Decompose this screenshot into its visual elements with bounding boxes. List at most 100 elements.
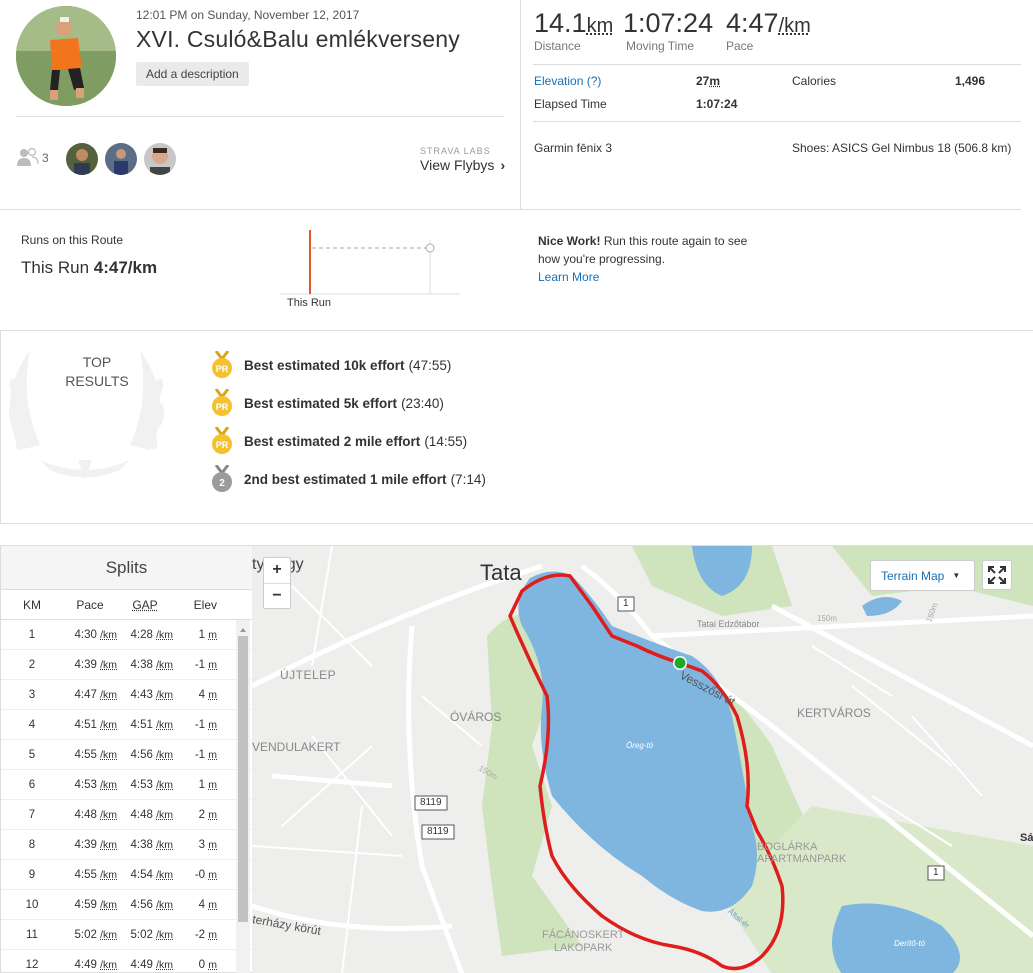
split-km: 7 bbox=[28, 808, 36, 821]
elevation-unit: m bbox=[709, 74, 721, 88]
split-gap: 4:43 /km bbox=[130, 688, 173, 701]
split-row[interactable]: 11 5:02 /km 5:02 /km -2 m bbox=[1, 920, 252, 950]
zoom-out-button[interactable]: − bbox=[272, 587, 282, 604]
elapsed-time-label: Elapsed Time bbox=[534, 97, 607, 111]
split-pace: 4:55 /km bbox=[74, 868, 117, 881]
scroll-thumb[interactable] bbox=[238, 636, 248, 922]
view-flybys-label: View Flybys bbox=[420, 157, 495, 173]
divider bbox=[0, 330, 1033, 331]
laurel-wreath-icon bbox=[0, 330, 175, 495]
split-pace: 4:53 /km bbox=[74, 778, 117, 791]
split-row[interactable]: 5 4:55 /km 4:56 /km -1 m bbox=[1, 740, 252, 770]
view-flybys-link[interactable]: View Flybys › bbox=[420, 157, 505, 173]
split-pace: 4:39 /km bbox=[74, 658, 117, 671]
split-km: 4 bbox=[28, 718, 36, 731]
split-row[interactable]: 4 4:51 /km 4:51 /km -1 m bbox=[1, 710, 252, 740]
split-pace: 4:39 /km bbox=[74, 838, 117, 851]
split-km: 1 bbox=[28, 628, 36, 641]
map-label-tata: Tata bbox=[480, 560, 522, 585]
distance-label: Distance bbox=[534, 39, 581, 53]
split-elev: 1 m bbox=[198, 628, 217, 641]
map-label-boglarka: BOGLÁRKA APARTMANPARK bbox=[757, 841, 846, 865]
split-elev: 4 m bbox=[198, 898, 217, 911]
header-gap[interactable]: GAP bbox=[132, 597, 158, 612]
split-km: 11 bbox=[26, 928, 38, 941]
pr-row[interactable]: PR Best estimated 2 mile effort (14:55) bbox=[210, 427, 467, 455]
split-pace: 4:49 /km bbox=[74, 958, 117, 971]
split-km: 10 bbox=[25, 898, 39, 911]
split-row[interactable]: 9 4:55 /km 4:54 /km -0 m bbox=[1, 860, 252, 890]
split-elev: -1 m bbox=[194, 748, 217, 761]
learn-more-link[interactable]: Learn More bbox=[538, 270, 600, 284]
scroll-up-icon[interactable] bbox=[238, 622, 248, 632]
split-gap: 4:56 /km bbox=[130, 898, 173, 911]
divider bbox=[0, 209, 1021, 210]
split-row[interactable]: 6 4:53 /km 4:53 /km 1 m bbox=[1, 770, 252, 800]
map-label-boglarka-line2: APARTMANPARK bbox=[757, 853, 847, 865]
svg-text:PR: PR bbox=[216, 402, 229, 412]
map-label-oreg-to: Öreg-tó bbox=[626, 741, 654, 750]
split-row[interactable]: 1 4:30 /km 4:28 /km 1 m bbox=[1, 620, 252, 650]
calories-label: Calories bbox=[792, 74, 837, 88]
pr-label: Best estimated 10k effort bbox=[244, 357, 405, 373]
fullscreen-button[interactable] bbox=[982, 560, 1012, 590]
distance-stat: 14.1km Distance bbox=[534, 8, 613, 53]
pr-row[interactable]: PR Best estimated 5k effort (23:40) bbox=[210, 389, 444, 417]
pr-value: (23:40) bbox=[401, 395, 444, 411]
split-row[interactable]: 2 4:39 /km 4:38 /km -1 m bbox=[1, 650, 252, 680]
terrain-map-dropdown[interactable]: Terrain Map ▼ bbox=[870, 560, 975, 591]
split-km: 12 bbox=[25, 958, 39, 971]
group-icon bbox=[16, 147, 40, 173]
device-name: Garmin fēnix 3 bbox=[534, 141, 613, 155]
split-gap: 5:02 /km bbox=[130, 928, 173, 941]
athlete-avatar[interactable] bbox=[16, 6, 116, 106]
pace-stat: 4:47/km Pace bbox=[726, 8, 811, 53]
split-pace: 4:30 /km bbox=[74, 628, 117, 641]
split-elev: 2 m bbox=[198, 808, 217, 821]
road-shield-1: 1 bbox=[623, 598, 629, 609]
nice-work-message: Nice Work! Run this route again to see h… bbox=[538, 232, 768, 286]
shoes-info[interactable]: Shoes: ASICS Gel Nimbus 18 (506.8 km) bbox=[792, 141, 1012, 155]
split-km: 6 bbox=[28, 778, 36, 791]
zoom-in-button[interactable]: + bbox=[264, 558, 290, 584]
this-run-prefix: This Run bbox=[21, 258, 90, 277]
split-row[interactable]: 8 4:39 /km 4:38 /km 3 m bbox=[1, 830, 252, 860]
chart-axis-label: This Run bbox=[287, 297, 332, 309]
split-km: 9 bbox=[28, 868, 36, 881]
split-row[interactable]: 12 4:49 /km 4:49 /km 0 m bbox=[1, 950, 252, 972]
split-elev: 4 m bbox=[198, 688, 217, 701]
split-pace: 4:48 /km bbox=[74, 808, 117, 821]
athlete-avatar[interactable] bbox=[144, 143, 176, 175]
split-km: 2 bbox=[28, 658, 36, 671]
caret-down-icon: ▼ bbox=[952, 571, 961, 580]
splits-header-row: KM Pace GAP Elev bbox=[1, 590, 252, 620]
pr-row[interactable]: 2 2nd best estimated 1 mile effort (7:14… bbox=[210, 465, 486, 493]
split-gap: 4:48 /km bbox=[130, 808, 173, 821]
split-elev: -2 m bbox=[194, 928, 217, 941]
moving-time-stat: 1:07:24 Moving Time bbox=[623, 8, 713, 53]
activity-map[interactable]: Tata ty hegy ÚJTELEP ÓVÁROS VENDULAKERT … bbox=[252, 545, 1033, 973]
athlete-avatar[interactable] bbox=[66, 143, 98, 175]
pace-value: 4:47 bbox=[726, 8, 779, 38]
split-pace: 5:02 /km bbox=[74, 928, 117, 941]
add-description-button[interactable]: Add a description bbox=[136, 62, 249, 86]
pr-label: Best estimated 2 mile effort bbox=[244, 433, 421, 449]
elevation-help-link[interactable]: Elevation (?) bbox=[534, 74, 602, 88]
split-gap: 4:54 /km bbox=[130, 868, 173, 881]
pr-label: Best estimated 5k effort bbox=[244, 395, 398, 411]
split-gap: 4:49 /km bbox=[130, 958, 173, 971]
pr-row[interactable]: PR Best estimated 10k effort (47:55) bbox=[210, 351, 451, 379]
split-row[interactable]: 3 4:47 /km 4:43 /km 4 m bbox=[1, 680, 252, 710]
strava-labs-label: STRAVA LABS bbox=[420, 146, 491, 156]
svg-text:PR: PR bbox=[216, 364, 229, 374]
split-pace: 4:51 /km bbox=[74, 718, 117, 731]
split-row[interactable]: 7 4:48 /km 4:48 /km 2 m bbox=[1, 800, 252, 830]
split-elev: -1 m bbox=[194, 658, 217, 671]
divider bbox=[533, 121, 1021, 122]
athlete-avatar[interactable] bbox=[105, 143, 137, 175]
split-row[interactable]: 10 4:59 /km 4:56 /km 4 m bbox=[1, 890, 252, 920]
road-shield-8119b: 8119 bbox=[427, 826, 449, 837]
nice-work-text: Run this route again to see how you're p… bbox=[538, 234, 748, 266]
pr-value: (47:55) bbox=[408, 357, 452, 373]
pr-label: 2nd best estimated 1 mile effort bbox=[244, 471, 447, 487]
